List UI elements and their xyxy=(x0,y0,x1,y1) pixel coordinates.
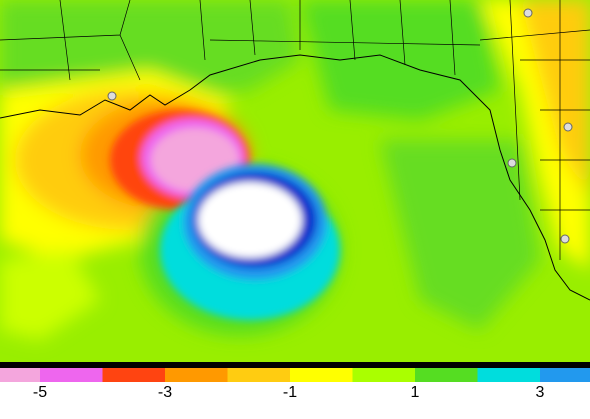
colorbar-segment xyxy=(102,368,165,382)
colorbar: -5 -3 -1 1 3 xyxy=(0,368,590,401)
city-marker xyxy=(107,91,117,101)
colorbar-tick-label: -5 xyxy=(33,384,47,401)
high-center xyxy=(160,164,340,320)
colorbar-tick-label: 3 xyxy=(536,384,545,401)
colorbar-tick-label: 1 xyxy=(411,384,420,401)
colorbar-segment xyxy=(40,368,103,382)
separator xyxy=(0,362,590,368)
city-marker xyxy=(523,8,533,18)
colorbar-segment xyxy=(0,368,40,382)
city-marker xyxy=(563,122,573,132)
field-map xyxy=(0,0,590,362)
coastlines xyxy=(0,0,590,301)
colorbar-tick-label: -3 xyxy=(158,384,172,401)
colorbar-segment xyxy=(165,368,228,382)
colorbar-segment xyxy=(352,368,415,382)
colorbar-segment xyxy=(415,368,478,382)
colorbar-segment xyxy=(227,368,290,382)
colorbar-tick-label: -1 xyxy=(283,384,297,401)
colorbar-segment xyxy=(540,368,590,382)
city-marker xyxy=(507,158,517,168)
colorbar-segment xyxy=(290,368,353,382)
city-markers xyxy=(107,8,573,244)
colorbar-segment xyxy=(477,368,540,382)
city-marker xyxy=(560,234,570,244)
